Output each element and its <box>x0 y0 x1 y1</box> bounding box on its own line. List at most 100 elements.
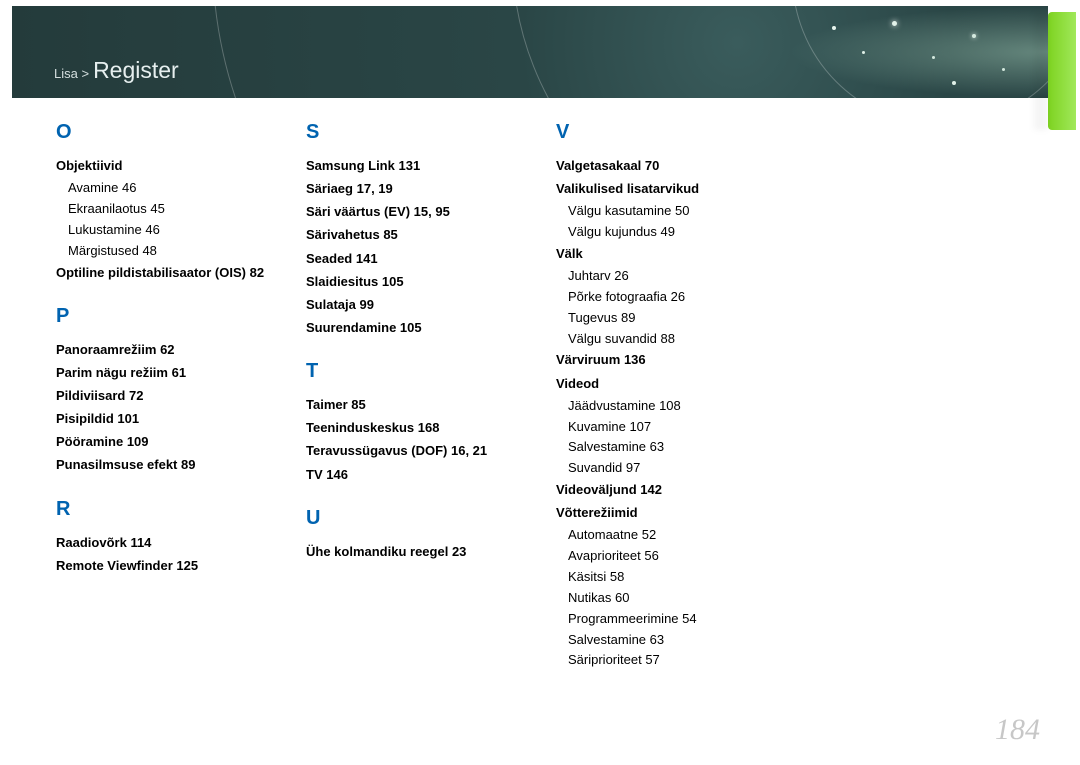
index-subentry[interactable]: Suvandid 97 <box>568 459 796 478</box>
index-entry[interactable]: Slaidiesitus 105 <box>306 272 546 292</box>
index-entry-label: Punasilmsuse efekt <box>56 457 177 472</box>
index-entry[interactable]: Säriaeg 17, 19 <box>306 179 546 199</box>
index-content: OObjektiividAvamine 46Ekraanilaotus 45Lu… <box>56 121 1016 672</box>
index-subentry-page: 56 <box>644 548 658 563</box>
index-subentry-page: 50 <box>675 203 689 218</box>
index-section: Panoraamrežiim 62 Parim nägu režiim 61 Pil… <box>56 340 296 476</box>
index-entry-label: Samsung Link <box>306 158 395 173</box>
index-entry[interactable]: Seaded 141 <box>306 249 546 269</box>
breadcrumb-pre: Lisa > <box>54 66 89 81</box>
index-entry[interactable]: Teeninduskeskus 168 <box>306 418 546 438</box>
index-subentry[interactable]: Automaatne 52 <box>568 526 796 545</box>
index-subentry[interactable]: Säriprioriteet 57 <box>568 651 796 670</box>
index-entry[interactable]: Optiline pildistabilisaator (OIS) 82 <box>56 263 296 283</box>
index-column: VValgetasakaal 70Valikulised lisatarviku… <box>556 121 796 672</box>
index-entry[interactable]: Välk <box>556 244 796 264</box>
index-subentry[interactable]: Jäädvustamine 108 <box>568 397 796 416</box>
index-subentry[interactable]: Kuvamine 107 <box>568 418 796 437</box>
index-entry[interactable]: Videod <box>556 374 796 394</box>
index-entry-page: 105 <box>400 320 422 335</box>
index-entry-page: 82 <box>250 265 264 280</box>
index-subentry[interactable]: Avamine 46 <box>68 179 296 198</box>
index-entry-label: Säriaeg <box>306 181 353 196</box>
index-entry-label: Slaidiesitus <box>306 274 378 289</box>
index-subentry-label: Avamine <box>68 180 118 195</box>
index-subentry-label: Ekraanilaotus <box>68 201 147 216</box>
index-entry-page: 109 <box>127 434 149 449</box>
index-entry-page: 72 <box>129 388 143 403</box>
index-entry-label: Seaded <box>306 251 352 266</box>
index-subentry[interactable]: Salvestamine 63 <box>568 438 796 457</box>
index-subentry-page: 108 <box>659 398 681 413</box>
header-banner: Lisa > Register <box>12 6 1048 98</box>
index-entry-page: 168 <box>418 420 440 435</box>
index-subentry-page: 63 <box>650 632 664 647</box>
index-subentry-page: 26 <box>614 268 628 283</box>
index-entry-page: 23 <box>452 544 466 559</box>
index-entry-page: 99 <box>359 297 373 312</box>
index-subentry-page: 45 <box>150 201 164 216</box>
index-entry[interactable]: Ühe kolmandiku reegel 23 <box>306 542 546 562</box>
index-subentry[interactable]: Juhtarv 26 <box>568 267 796 286</box>
index-entry[interactable]: Pildiviisard 72 <box>56 386 296 406</box>
index-entry[interactable]: Remote Viewfinder 125 <box>56 556 296 576</box>
index-letter: P <box>56 305 296 328</box>
index-entry[interactable]: Samsung Link 131 <box>306 156 546 176</box>
index-entry[interactable]: Valgetasakaal 70 <box>556 156 796 176</box>
index-subentry[interactable]: Programmeerimine 54 <box>568 610 796 629</box>
index-entry[interactable]: Pööramine 109 <box>56 432 296 452</box>
index-entry[interactable]: Panoraamrežiim 62 <box>56 340 296 360</box>
index-entry[interactable]: Särivahetus 85 <box>306 225 546 245</box>
index-subentry[interactable]: Välgu kujundus 49 <box>568 223 796 242</box>
index-entry[interactable]: Taimer 85 <box>306 395 546 415</box>
index-subentry[interactable]: Põrke fotograafia 26 <box>568 288 796 307</box>
index-entry[interactable]: Teravussügavus (DOF) 16, 21 <box>306 441 546 461</box>
index-entry-page: 146 <box>326 467 348 482</box>
index-entry-page: 141 <box>356 251 378 266</box>
index-entry[interactable]: Parim nägu režiim 61 <box>56 363 296 383</box>
index-column: OObjektiividAvamine 46Ekraanilaotus 45Lu… <box>56 121 296 672</box>
index-entry-page: 85 <box>383 227 397 242</box>
index-subentry[interactable]: Käsitsi 58 <box>568 568 796 587</box>
index-entry-page: 142 <box>640 482 662 497</box>
index-subentry-page: 97 <box>626 460 640 475</box>
index-entry-label: Võtterežiimid <box>556 505 638 520</box>
index-entry[interactable]: Sulataja 99 <box>306 295 546 315</box>
index-subentry-label: Põrke fotograafia <box>568 289 667 304</box>
index-subentry-page: 52 <box>642 527 656 542</box>
index-subentry[interactable]: Märgistused 48 <box>68 242 296 261</box>
index-entry[interactable]: Värviruum 136 <box>556 350 796 370</box>
index-letter: T <box>306 360 546 383</box>
index-subentry[interactable]: Lukustamine 46 <box>68 221 296 240</box>
index-entry-page: 131 <box>398 158 420 173</box>
index-subentry[interactable]: Salvestamine 63 <box>568 631 796 650</box>
index-entry[interactable]: Videoväljund 142 <box>556 480 796 500</box>
index-entry[interactable]: Objektiivid <box>56 156 296 176</box>
index-entry[interactable]: Võtterežiimid <box>556 503 796 523</box>
index-subentry-label: Tugevus <box>568 310 617 325</box>
index-entry-page: 125 <box>176 558 198 573</box>
index-subentry-page: 58 <box>610 569 624 584</box>
index-entry[interactable]: Pisipildid 101 <box>56 409 296 429</box>
index-entry[interactable]: Raadiovõrk 114 <box>56 533 296 553</box>
index-subentry-page: 46 <box>122 180 136 195</box>
index-subentry[interactable]: Välgu kasutamine 50 <box>568 202 796 221</box>
index-subentry[interactable]: Nutikas 60 <box>568 589 796 608</box>
index-subentry[interactable]: Avaprioriteet 56 <box>568 547 796 566</box>
index-subentry[interactable]: Ekraanilaotus 45 <box>68 200 296 219</box>
index-entry[interactable]: Suurendamine 105 <box>306 318 546 338</box>
index-entry[interactable]: Punasilmsuse efekt 89 <box>56 455 296 475</box>
index-entry-page: 62 <box>160 342 174 357</box>
index-entry[interactable]: Säri väärtus (EV) 15, 95 <box>306 202 546 222</box>
index-entry-label: Teeninduskeskus <box>306 420 414 435</box>
index-section: Taimer 85 Teeninduskeskus 168 Teravussügav… <box>306 395 546 485</box>
index-subentry-page: 48 <box>142 243 156 258</box>
index-entry-label: Pööramine <box>56 434 123 449</box>
index-subentry[interactable]: Välgu suvandid 88 <box>568 330 796 349</box>
index-entry[interactable]: Valikulised lisatarvikud <box>556 179 796 199</box>
index-subentry-label: Kuvamine <box>568 419 626 434</box>
page-number: 184 <box>995 713 1040 747</box>
index-subentry[interactable]: Tugevus 89 <box>568 309 796 328</box>
index-subentry-label: Välgu kujundus <box>568 224 657 239</box>
index-entry[interactable]: TV 146 <box>306 465 546 485</box>
